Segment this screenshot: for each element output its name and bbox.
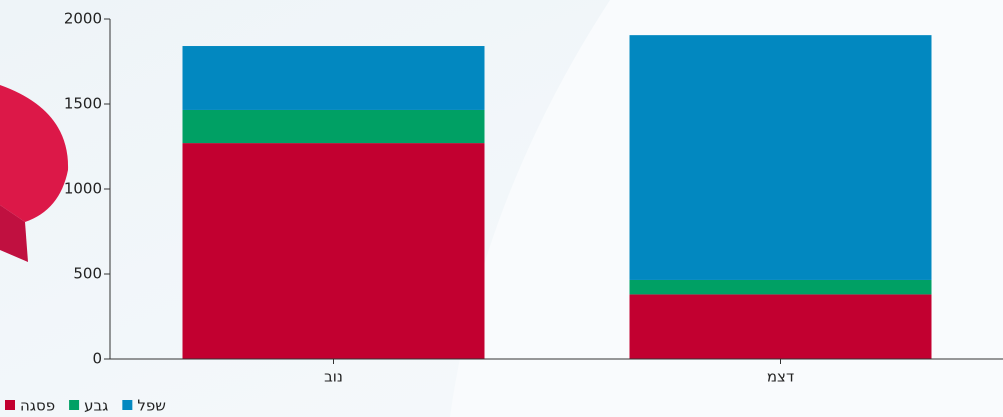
- legend-label: גבע: [84, 397, 108, 415]
- legend-label: פסגה: [20, 397, 55, 415]
- decoration: [0, 85, 69, 222]
- legend-swatch: [5, 400, 15, 410]
- decoration: [0, 205, 28, 262]
- legend-label: שפל: [137, 397, 166, 415]
- legend-swatch: [69, 400, 80, 410]
- x-tick-label: נוב: [324, 368, 343, 386]
- y-tick-label: 0: [92, 350, 102, 368]
- bar-segment: [629, 35, 932, 280]
- y-tick-label: 500: [73, 265, 102, 283]
- x-tick-label: דצמ: [767, 368, 794, 386]
- bar-segment: [182, 143, 485, 359]
- y-tick-label: 1500: [64, 95, 102, 113]
- bar-segment: [182, 46, 485, 110]
- bar-segment: [629, 294, 932, 359]
- y-tick-label: 2000: [64, 10, 102, 28]
- bar-segment: [182, 109, 485, 144]
- bar-segment: [629, 279, 932, 295]
- y-tick-label: 1000: [64, 180, 102, 198]
- legend-swatch: [122, 400, 133, 410]
